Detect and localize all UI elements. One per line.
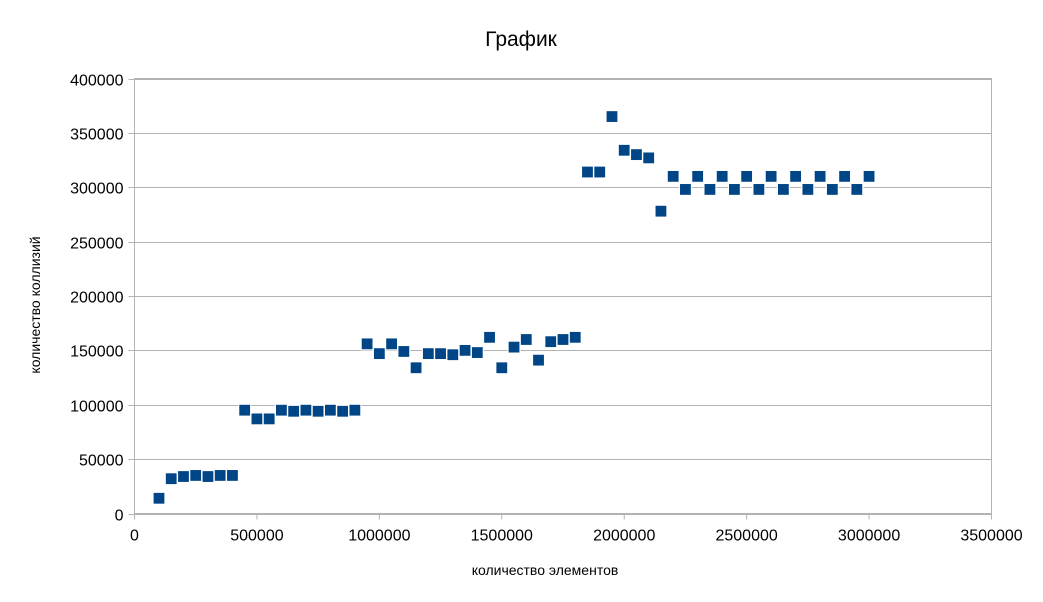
y-tick-label: 150000 bbox=[70, 344, 123, 361]
y-axis-label: количество коллизий bbox=[27, 236, 43, 373]
data-point bbox=[862, 169, 876, 183]
y-tick-label: 300000 bbox=[70, 181, 123, 198]
data-point bbox=[360, 337, 374, 351]
chart-title: График bbox=[485, 28, 558, 51]
x-tick-label: 1000000 bbox=[348, 528, 410, 545]
data-points bbox=[152, 109, 876, 505]
y-tick-label: 50000 bbox=[79, 453, 124, 470]
data-point bbox=[238, 403, 252, 417]
data-point bbox=[299, 403, 313, 417]
x-tick-label: 1500000 bbox=[471, 528, 533, 545]
data-point bbox=[201, 469, 215, 484]
grid-lines bbox=[128, 79, 992, 515]
data-point bbox=[446, 348, 460, 362]
data-point bbox=[740, 169, 754, 183]
data-point bbox=[164, 472, 178, 486]
data-point bbox=[421, 347, 435, 361]
y-tick-label: 250000 bbox=[70, 236, 123, 253]
x-axis-label: количество элементов bbox=[472, 562, 619, 578]
data-point bbox=[385, 337, 399, 351]
data-point bbox=[678, 182, 693, 197]
data-point bbox=[764, 169, 778, 183]
data-point bbox=[372, 347, 386, 361]
x-tick-label: 0 bbox=[130, 528, 139, 545]
data-point bbox=[176, 469, 191, 484]
data-point bbox=[666, 169, 680, 183]
data-point bbox=[850, 182, 864, 197]
data-point bbox=[629, 148, 644, 162]
data-point bbox=[348, 403, 362, 417]
data-point bbox=[433, 347, 448, 361]
data-point bbox=[311, 404, 325, 418]
data-point bbox=[262, 412, 276, 426]
data-point bbox=[482, 330, 497, 344]
data-point bbox=[152, 491, 166, 505]
x-tick-label: 500000 bbox=[230, 528, 283, 545]
y-tick-label: 0 bbox=[115, 508, 124, 525]
data-point bbox=[336, 404, 350, 418]
data-point bbox=[642, 151, 656, 165]
data-point bbox=[225, 468, 240, 483]
data-point bbox=[825, 182, 839, 197]
data-point bbox=[837, 169, 852, 183]
data-point bbox=[250, 412, 264, 426]
x-tick-label: 2000000 bbox=[593, 528, 655, 545]
data-point bbox=[470, 345, 484, 360]
data-point bbox=[213, 468, 227, 483]
y-tick-label: 200000 bbox=[70, 290, 123, 307]
data-point bbox=[813, 169, 827, 183]
data-point bbox=[593, 165, 607, 179]
data-point bbox=[691, 169, 705, 183]
data-point bbox=[189, 468, 203, 483]
data-point bbox=[776, 182, 790, 197]
data-point bbox=[752, 182, 766, 197]
x-tick-label: 3000000 bbox=[838, 528, 900, 545]
data-point bbox=[323, 403, 337, 417]
data-point bbox=[715, 169, 729, 183]
x-tick-label: 2500000 bbox=[715, 528, 777, 545]
data-point bbox=[727, 182, 742, 197]
data-point bbox=[789, 169, 803, 183]
data-point bbox=[531, 353, 546, 367]
y-axis-ticks: 0 50000 100000 150000 200000 250000 300000 3500… bbox=[70, 73, 123, 525]
data-point bbox=[397, 344, 411, 359]
data-point bbox=[458, 343, 472, 357]
x-axis-ticks: 0 500000 1000000 1500000 2000000 2500000 30000… bbox=[130, 513, 1023, 545]
data-point bbox=[580, 165, 595, 179]
data-point bbox=[274, 403, 289, 417]
data-point bbox=[544, 335, 558, 349]
y-tick-label: 350000 bbox=[70, 127, 123, 144]
data-point bbox=[703, 182, 717, 197]
y-tick-label: 100000 bbox=[70, 399, 123, 416]
data-point bbox=[507, 340, 521, 354]
data-point bbox=[495, 361, 509, 375]
data-point bbox=[617, 143, 631, 157]
data-point bbox=[568, 330, 582, 344]
data-point bbox=[801, 182, 815, 197]
data-point bbox=[556, 332, 570, 347]
x-tick-label: 3500000 bbox=[960, 528, 1022, 545]
y-tick-label: 400000 bbox=[70, 73, 123, 90]
data-point bbox=[605, 109, 619, 124]
data-point bbox=[654, 204, 668, 218]
plot-frame bbox=[134, 78, 992, 514]
data-point bbox=[409, 361, 423, 375]
data-point bbox=[519, 332, 533, 347]
data-point bbox=[287, 404, 301, 418]
